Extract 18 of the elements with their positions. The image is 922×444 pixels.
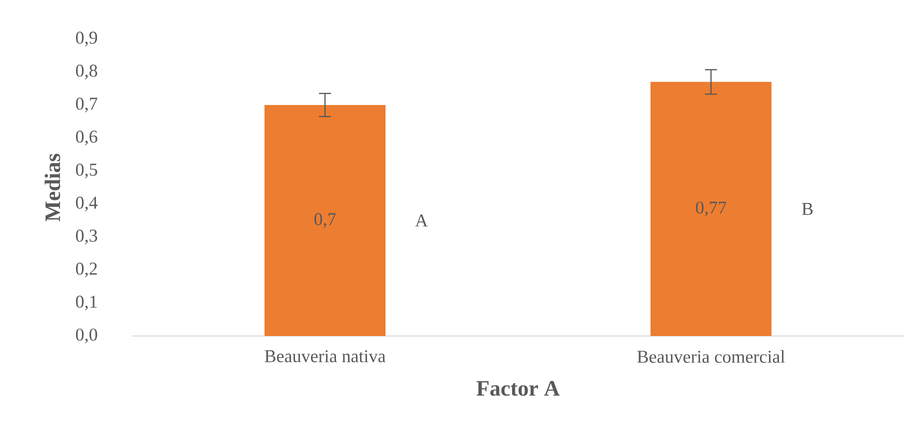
y-tick-label: 0,9: [76, 32, 98, 46]
annotation: B: [802, 203, 813, 215]
y-tick-label: 0,3: [76, 230, 98, 244]
y-tick-label: 0,5: [76, 164, 98, 178]
y-tick-label: 0,6: [76, 130, 98, 146]
y-tick-label: 0,2: [76, 262, 97, 278]
annotation: A: [415, 214, 428, 226]
x-tick-label: Beauveria comercial: [637, 350, 785, 363]
y-tick-label: 0,8: [76, 64, 98, 80]
y-axis-title: Medias: [44, 154, 60, 222]
y-tick-label: 0,4: [76, 196, 98, 212]
y-tick-label: 0,0: [76, 328, 98, 344]
data-label: 0,7: [314, 213, 336, 228]
x-tick-label: Beauveria nativa: [264, 350, 386, 362]
y-tick-label: 0,1: [76, 296, 97, 310]
data-label: 0,77: [696, 202, 726, 216]
x-axis-title: Factor A: [476, 381, 560, 396]
y-tick-label: 0,7: [76, 98, 98, 112]
